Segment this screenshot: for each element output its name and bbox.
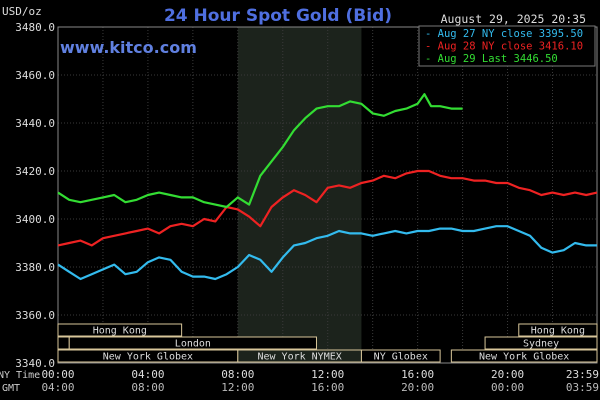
series-lines xyxy=(57,93,598,281)
x-tick-label-gmt: 08:00 xyxy=(131,381,164,394)
legend-entry-1: - Aug 27 NY close 3395.50 xyxy=(425,28,583,40)
session-bar xyxy=(518,323,598,337)
series-line-3 xyxy=(57,93,463,209)
legend-entry-2: - Aug 28 NY close 3416.10 xyxy=(425,41,583,53)
x-tick-label-ny: 16:00 xyxy=(401,368,434,381)
session-bar xyxy=(450,349,598,363)
x-axis-ticks: 00:00 04:00 08:00 12:00 16:00 20:00 23:5904:00… xyxy=(41,368,599,394)
ny-time-label: NY Time xyxy=(0,370,40,381)
session-label: Sydney xyxy=(523,339,559,350)
y-tick-label: 3360.0 xyxy=(15,309,55,322)
y-tick-label: 3480.0 xyxy=(15,21,55,34)
x-tick-label-gmt: 20:00 xyxy=(401,381,434,394)
legend: - Aug 27 NY close 3395.50- Aug 28 NY clo… xyxy=(425,28,583,65)
y-tick-label: 3420.0 xyxy=(15,165,55,178)
series-line-1 xyxy=(57,225,597,281)
nymex-session-band xyxy=(237,27,362,363)
legend-box xyxy=(418,25,596,67)
session-bar xyxy=(57,323,183,337)
session-label: New York Globex xyxy=(479,352,569,363)
y-tick-label: 3440.0 xyxy=(15,117,55,130)
session-label: London xyxy=(175,339,211,350)
x-tick-label-ny: 04:00 xyxy=(131,368,164,381)
watermark: www.kitco.com xyxy=(60,38,197,57)
y-tick-label: 3380.0 xyxy=(15,261,55,274)
y-tick-label: 3340.0 xyxy=(15,357,55,370)
session-label: Hong Kong xyxy=(93,326,147,337)
x-tick-label-gmt: 03:59 xyxy=(566,381,599,394)
session-bar xyxy=(484,336,598,350)
session-bars: Hong Kong Hong Kong London Sydney New York G… xyxy=(57,323,598,363)
session-bar xyxy=(360,349,441,363)
legend-entry-3: - Aug 29 Last 3446.50 xyxy=(425,53,558,65)
session-label: Hong Kong xyxy=(531,326,585,337)
x-tick-label-gmt: 12:00 xyxy=(221,381,254,394)
x-tick-label-gmt: 00:00 xyxy=(491,381,524,394)
y-tick-label: 3400.0 xyxy=(15,213,55,226)
x-tick-label-ny: 12:00 xyxy=(311,368,344,381)
session-label: New York Globex xyxy=(103,352,193,363)
x-tick-label-gmt: 16:00 xyxy=(311,381,344,394)
session-bar xyxy=(57,336,70,350)
series-line-2 xyxy=(57,169,598,247)
y-axis-ticks: 3480.0 3460.0 3440.0 3420.0 3400.0 3380.0 3360… xyxy=(15,21,55,370)
y-axis-label: USD/oz xyxy=(2,5,42,18)
plot-frame xyxy=(57,26,598,364)
gmt-label: GMT xyxy=(2,383,20,394)
session-label: New York NYMEX xyxy=(257,352,341,363)
x-tick-label-ny: 08:00 xyxy=(221,368,254,381)
timestamp: August 29, 2025 20:35 xyxy=(441,12,586,26)
x-tick-label-gmt: 04:00 xyxy=(41,381,74,394)
x-tick-label-ny: 20:00 xyxy=(491,368,524,381)
chart-title: 24 Hour Spot Gold (Bid) xyxy=(164,6,392,26)
x-tick-label-ny: 00:00 xyxy=(41,368,74,381)
x-tick-label-ny: 23:59 xyxy=(566,368,599,381)
session-label: NY Globex xyxy=(374,352,428,363)
session-bar xyxy=(68,336,317,350)
y-tick-label: 3460.0 xyxy=(15,69,55,82)
